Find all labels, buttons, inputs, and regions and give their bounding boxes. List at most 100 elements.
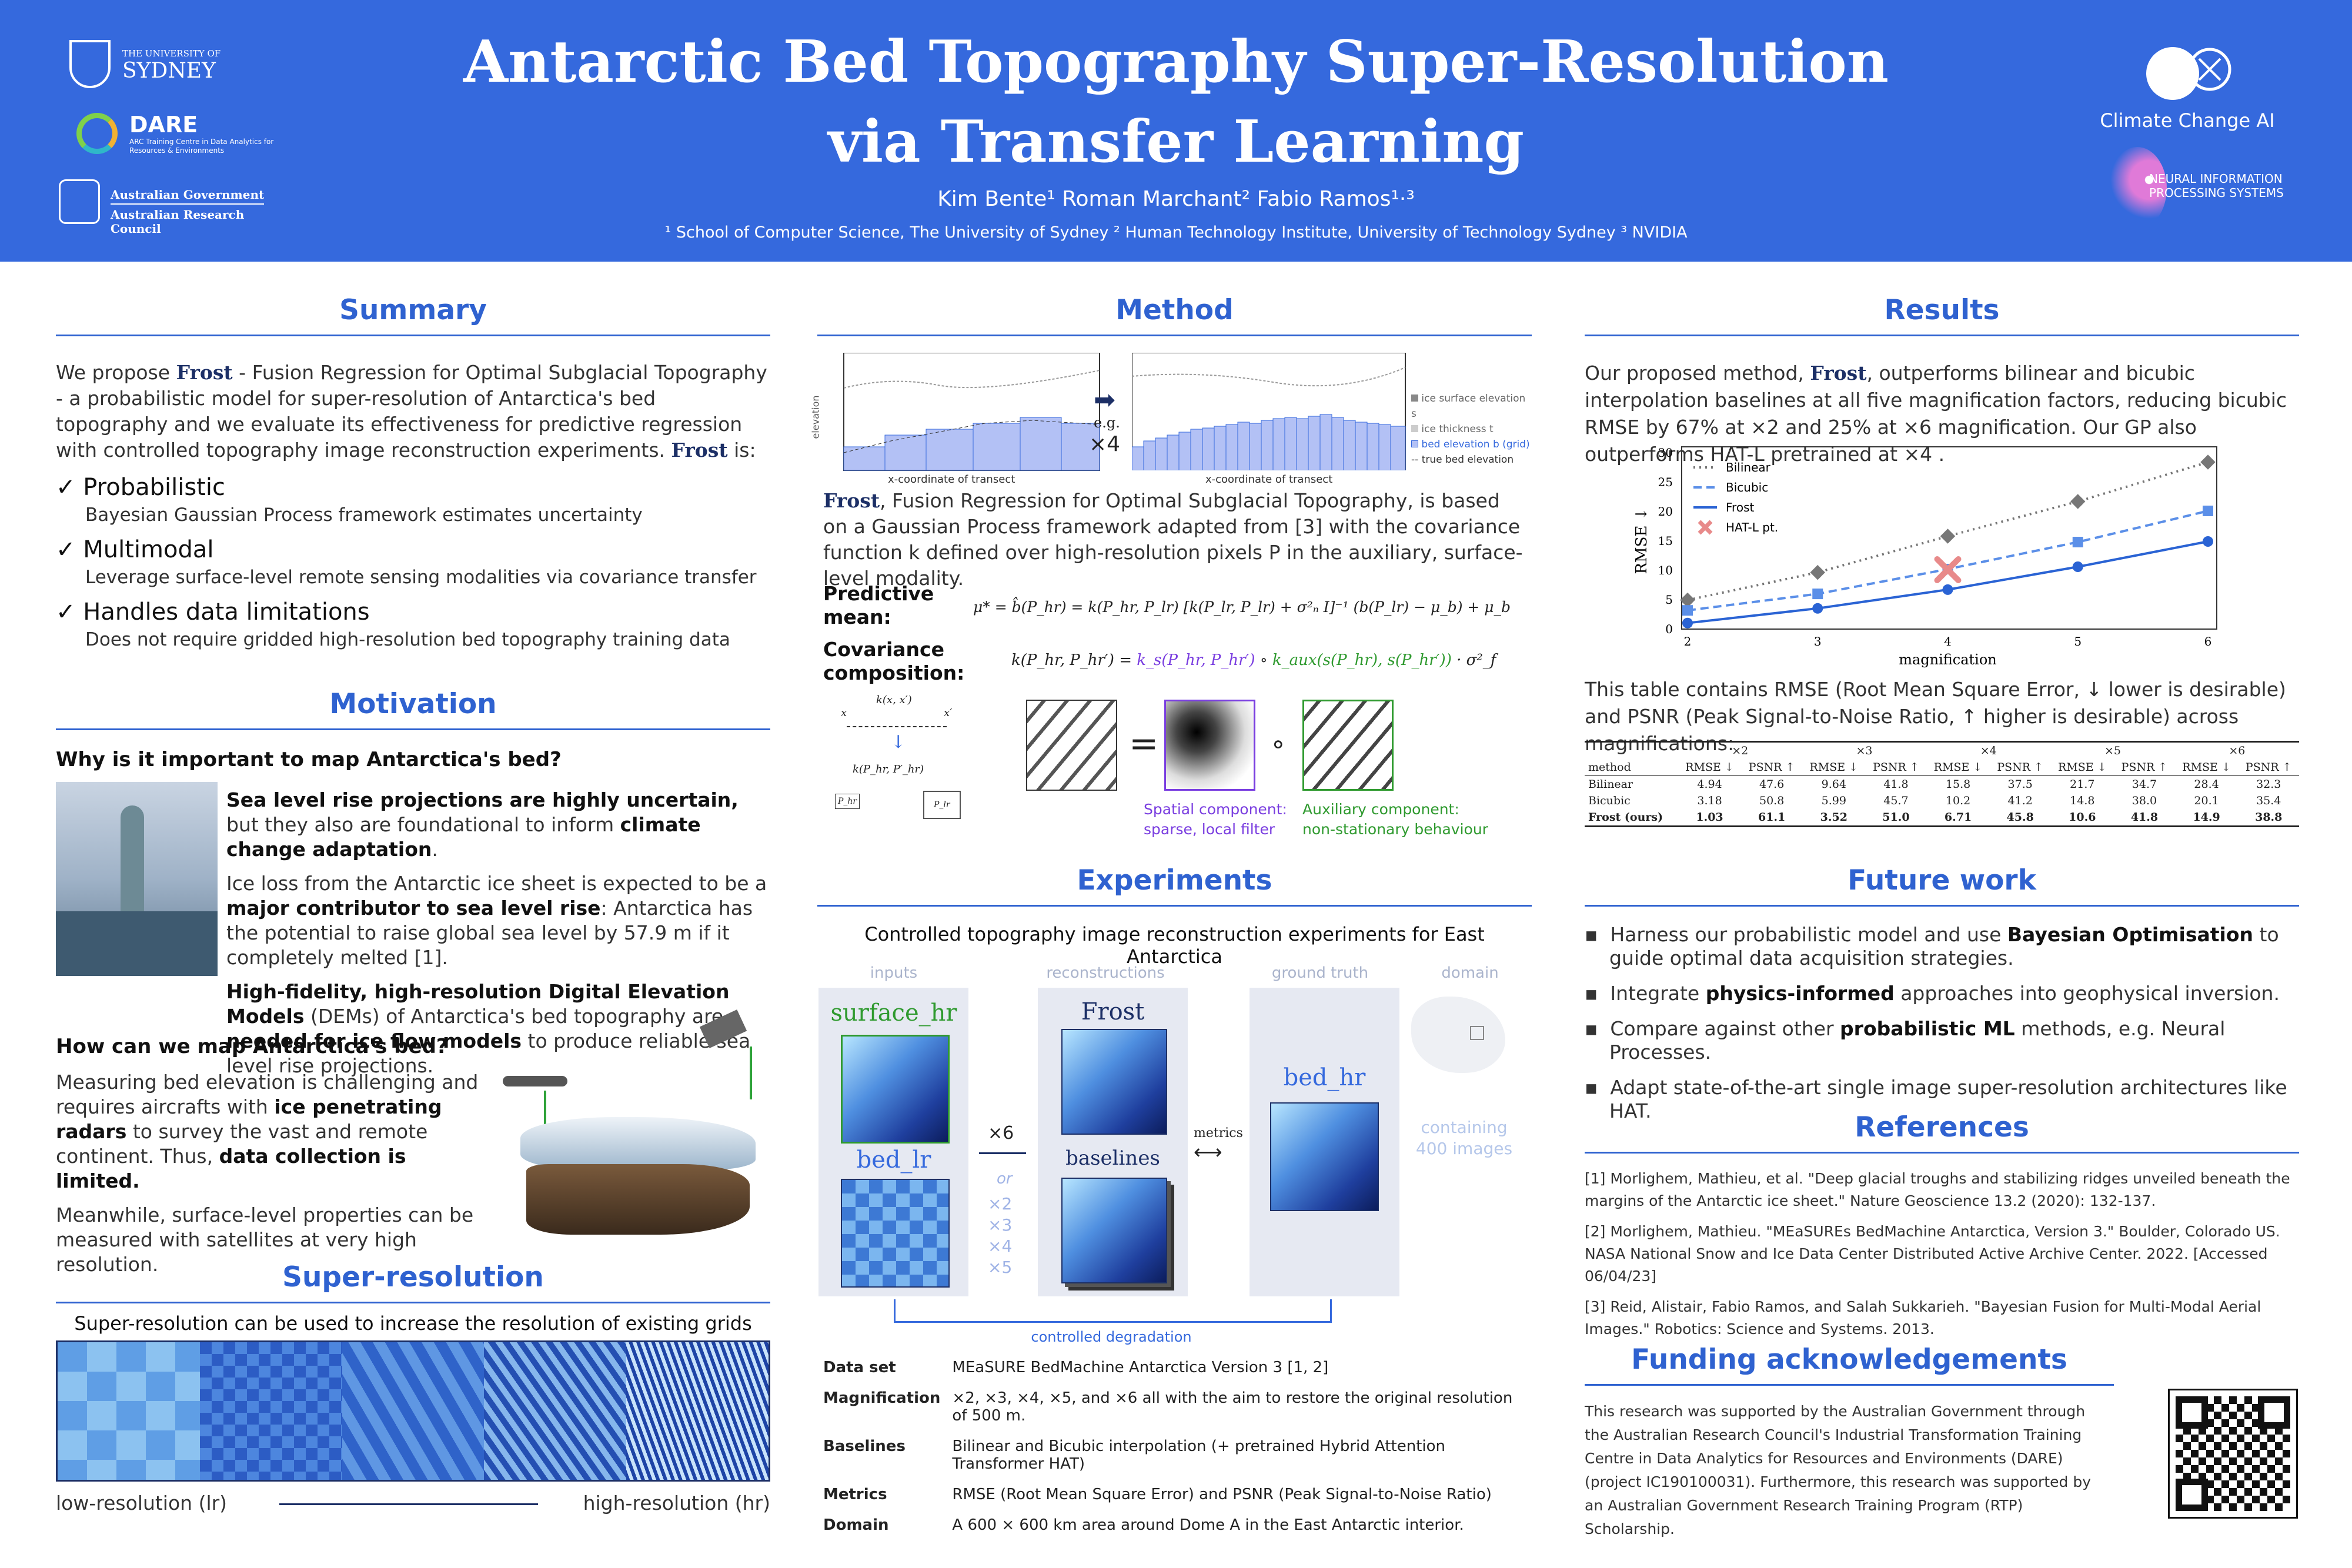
right-arrow-icon xyxy=(279,1503,538,1505)
table-cell: 35.4 xyxy=(2256,794,2281,807)
kernel-diagram: k(x, x′) x x′ ↓ k(P_hr, P′_hr) P_hr P_lr xyxy=(829,694,964,847)
future-work-section: Future work ▪ Harness our probabilistic … xyxy=(1585,864,2299,1135)
table-cell: 45.7 xyxy=(1883,794,1909,807)
surface-hr-image xyxy=(841,1035,950,1144)
table-cell: 3.52 xyxy=(1820,811,1847,824)
qr-code[interactable] xyxy=(2168,1389,2298,1519)
data-point xyxy=(2072,537,2083,547)
method-name: Bilinear xyxy=(1588,778,1633,791)
table-cell: 47.6 xyxy=(1759,778,1785,791)
section-heading: Method xyxy=(817,294,1532,336)
results-section: Results Our proposed method, Frost, outp… xyxy=(1585,294,2299,827)
checkmark-icon: ✓ xyxy=(56,599,83,626)
series-line-bilinear xyxy=(1687,461,2209,601)
method-name: Bicubic xyxy=(1588,794,1631,807)
affiliations: ¹ School of Computer Science, The Univer… xyxy=(664,223,1688,242)
table-cell: 20.1 xyxy=(2194,794,2219,807)
table-cell: 32.3 xyxy=(2256,778,2281,791)
legend-label: Bicubic xyxy=(1726,480,1768,494)
legend-label: HAT-L pt. xyxy=(1726,520,1778,534)
table-cell: 28.4 xyxy=(2194,778,2219,791)
summary-intro: We propose Frost - Fusion Regression for… xyxy=(56,361,767,462)
method-name: Frost (ours) xyxy=(1588,811,1663,824)
x-tick-label: 5 xyxy=(2074,634,2082,648)
table-cell: 41.2 xyxy=(2007,794,2033,807)
checklist-item: ✓ Multimodal xyxy=(56,536,214,563)
coat-of-arms-icon xyxy=(59,179,100,224)
down-arrow-icon xyxy=(750,1047,752,1099)
y-tick-label: 5 xyxy=(1665,593,1673,607)
summary-section: Summary We propose Frost - Fusion Regres… xyxy=(56,294,770,650)
checkmark-icon: ✓ xyxy=(56,474,83,501)
data-point xyxy=(1682,617,1693,628)
data-point xyxy=(2200,454,2216,470)
legend-label: Frost xyxy=(1726,500,1754,514)
auxiliary-kernel-heatmap xyxy=(1302,700,1394,791)
data-point xyxy=(1942,584,1953,595)
experiment-details-table: Data set MEaSURE BedMachine Antarctica Ve… xyxy=(823,1359,1513,1534)
data-point xyxy=(2203,536,2213,547)
table-cell: 3.18 xyxy=(1697,794,1722,807)
motivation-section: Motivation Why is it important to map An… xyxy=(56,688,770,1276)
section-heading: Experiments xyxy=(817,864,1532,907)
legend-label: Bilinear xyxy=(1726,460,1771,474)
y-axis-label: RMSE ↓ xyxy=(1633,507,1651,574)
dare-ring-icon xyxy=(76,113,118,154)
right-arrow-icon xyxy=(979,1152,1026,1154)
x-tick-label: 2 xyxy=(1684,634,1692,648)
table-cell: 37.5 xyxy=(2007,778,2033,791)
section-heading: Results xyxy=(1585,294,2299,336)
data-point xyxy=(1940,529,1956,544)
table-cell: 50.8 xyxy=(1759,794,1785,807)
table-cell: 15.8 xyxy=(1945,778,1971,791)
table-cell: 14.9 xyxy=(2193,811,2220,824)
climate-change-ai-logo: Climate Change AI xyxy=(2099,41,2276,132)
data-point-hat xyxy=(1934,556,1962,583)
superres-strip-image xyxy=(56,1340,770,1482)
rmse-line-chart: 0 5 10 15 20 25 30 2 3 4 5 6 magnification RMSE ↓ Bili… xyxy=(1633,446,2217,668)
table-cell: 38.0 xyxy=(2132,794,2157,807)
table-cell: 10.2 xyxy=(1945,794,1971,807)
section-heading: Funding acknowledgements xyxy=(1585,1343,2114,1386)
y-tick-label: 20 xyxy=(1658,504,1673,519)
superres-section: Super-resolution Super-resolution can be… xyxy=(56,1261,770,1514)
airplane-icon xyxy=(503,1076,567,1086)
data-point xyxy=(1812,603,1823,614)
table-cell: 61.1 xyxy=(1758,811,1786,824)
reference-item: [2] Morlighem, Mathieu. "MEaSUREs BedMac… xyxy=(1585,1223,2280,1285)
table-cell: 41.8 xyxy=(2130,811,2159,824)
table-cell: 14.8 xyxy=(2070,794,2095,807)
y-tick-label: 0 xyxy=(1665,622,1673,636)
x-tick-label: 6 xyxy=(2204,634,2212,648)
section-heading: Motivation xyxy=(56,688,770,730)
kernel-heatmap xyxy=(1026,700,1117,791)
x-tick-label: 4 xyxy=(1944,634,1952,648)
series-line-frost xyxy=(1687,540,2209,624)
y-tick-label: 10 xyxy=(1658,563,1673,577)
table-cell: 34.7 xyxy=(2132,778,2157,791)
data-point xyxy=(1810,564,1825,580)
data-point xyxy=(1812,589,1823,600)
transect-plot-coarse xyxy=(843,353,1100,471)
method-section: Method elevation x-coordinate of transec… xyxy=(810,294,1532,838)
results-row: Bilinear 4.94 47.6 9.64 41.8 15.8 37.5 21.7 34.7… xyxy=(1585,776,2299,793)
table-cell: 41.8 xyxy=(1883,778,1909,791)
experiments-section: Experiments Controlled topography image … xyxy=(817,864,1532,1534)
table-cell: 51.0 xyxy=(1882,811,1910,824)
transect-plot-fine xyxy=(1132,353,1406,470)
y-tick-label: 25 xyxy=(1658,475,1673,489)
results-row: Frost (ours) 1.03 61.1 3.52 51.0 6.71 45.8 10.6… xyxy=(1585,809,2299,827)
references-section: References [1] Morlighem, Mathieu, et al… xyxy=(1585,1111,2299,1349)
section-heading: Summary xyxy=(56,294,770,336)
x-axis-label: magnification xyxy=(1899,651,1997,668)
checklist-item: ✓ Probabilistic xyxy=(56,474,225,501)
table-cell: 4.94 xyxy=(1697,778,1722,791)
table-cell: 1.03 xyxy=(1696,811,1723,824)
legend-swatch xyxy=(1698,520,1713,535)
usyd-crest-icon xyxy=(69,40,111,88)
data-point xyxy=(2203,506,2213,516)
transect-legend: ice surface elevation s ice thickness t … xyxy=(1411,393,1530,466)
data-point xyxy=(2070,494,2086,509)
section-heading: Future work xyxy=(1585,864,2299,907)
spatial-kernel-heatmap xyxy=(1164,700,1255,791)
